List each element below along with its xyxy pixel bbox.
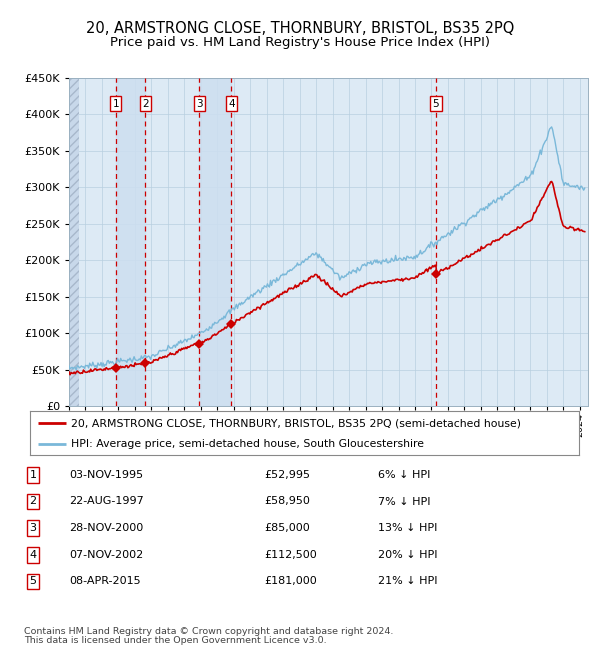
Text: 4: 4 (228, 99, 235, 109)
Text: 28-NOV-2000: 28-NOV-2000 (69, 523, 143, 533)
Text: 20% ↓ HPI: 20% ↓ HPI (378, 550, 437, 560)
Text: 22-AUG-1997: 22-AUG-1997 (69, 497, 144, 506)
Text: 4: 4 (29, 550, 37, 560)
Text: £85,000: £85,000 (264, 523, 310, 533)
Text: £181,000: £181,000 (264, 577, 317, 586)
Text: 03-NOV-1995: 03-NOV-1995 (69, 470, 143, 480)
Text: 21% ↓ HPI: 21% ↓ HPI (378, 577, 437, 586)
Text: This data is licensed under the Open Government Licence v3.0.: This data is licensed under the Open Gov… (24, 636, 326, 645)
Text: 5: 5 (433, 99, 439, 109)
Text: 7% ↓ HPI: 7% ↓ HPI (378, 497, 431, 506)
Text: £112,500: £112,500 (264, 550, 317, 560)
Text: £52,995: £52,995 (264, 470, 310, 480)
Text: HPI: Average price, semi-detached house, South Gloucestershire: HPI: Average price, semi-detached house,… (71, 439, 424, 449)
Text: 3: 3 (196, 99, 203, 109)
Text: 5: 5 (29, 577, 37, 586)
Text: 1: 1 (29, 470, 37, 480)
Text: 2: 2 (142, 99, 149, 109)
Text: 20, ARMSTRONG CLOSE, THORNBURY, BRISTOL, BS35 2PQ: 20, ARMSTRONG CLOSE, THORNBURY, BRISTOL,… (86, 21, 514, 36)
Text: 1: 1 (112, 99, 119, 109)
Text: Contains HM Land Registry data © Crown copyright and database right 2024.: Contains HM Land Registry data © Crown c… (24, 627, 394, 636)
Text: Price paid vs. HM Land Registry's House Price Index (HPI): Price paid vs. HM Land Registry's House … (110, 36, 490, 49)
Bar (199, 78, 231, 406)
Text: 3: 3 (29, 523, 37, 533)
Text: 6% ↓ HPI: 6% ↓ HPI (378, 470, 430, 480)
Text: 2: 2 (29, 497, 37, 506)
Text: 20, ARMSTRONG CLOSE, THORNBURY, BRISTOL, BS35 2PQ (semi-detached house): 20, ARMSTRONG CLOSE, THORNBURY, BRISTOL,… (71, 418, 521, 428)
Text: 07-NOV-2002: 07-NOV-2002 (69, 550, 143, 560)
Text: 13% ↓ HPI: 13% ↓ HPI (378, 523, 437, 533)
Bar (69, 78, 79, 406)
Text: £58,950: £58,950 (264, 497, 310, 506)
Text: 08-APR-2015: 08-APR-2015 (69, 577, 140, 586)
Bar (116, 78, 145, 406)
